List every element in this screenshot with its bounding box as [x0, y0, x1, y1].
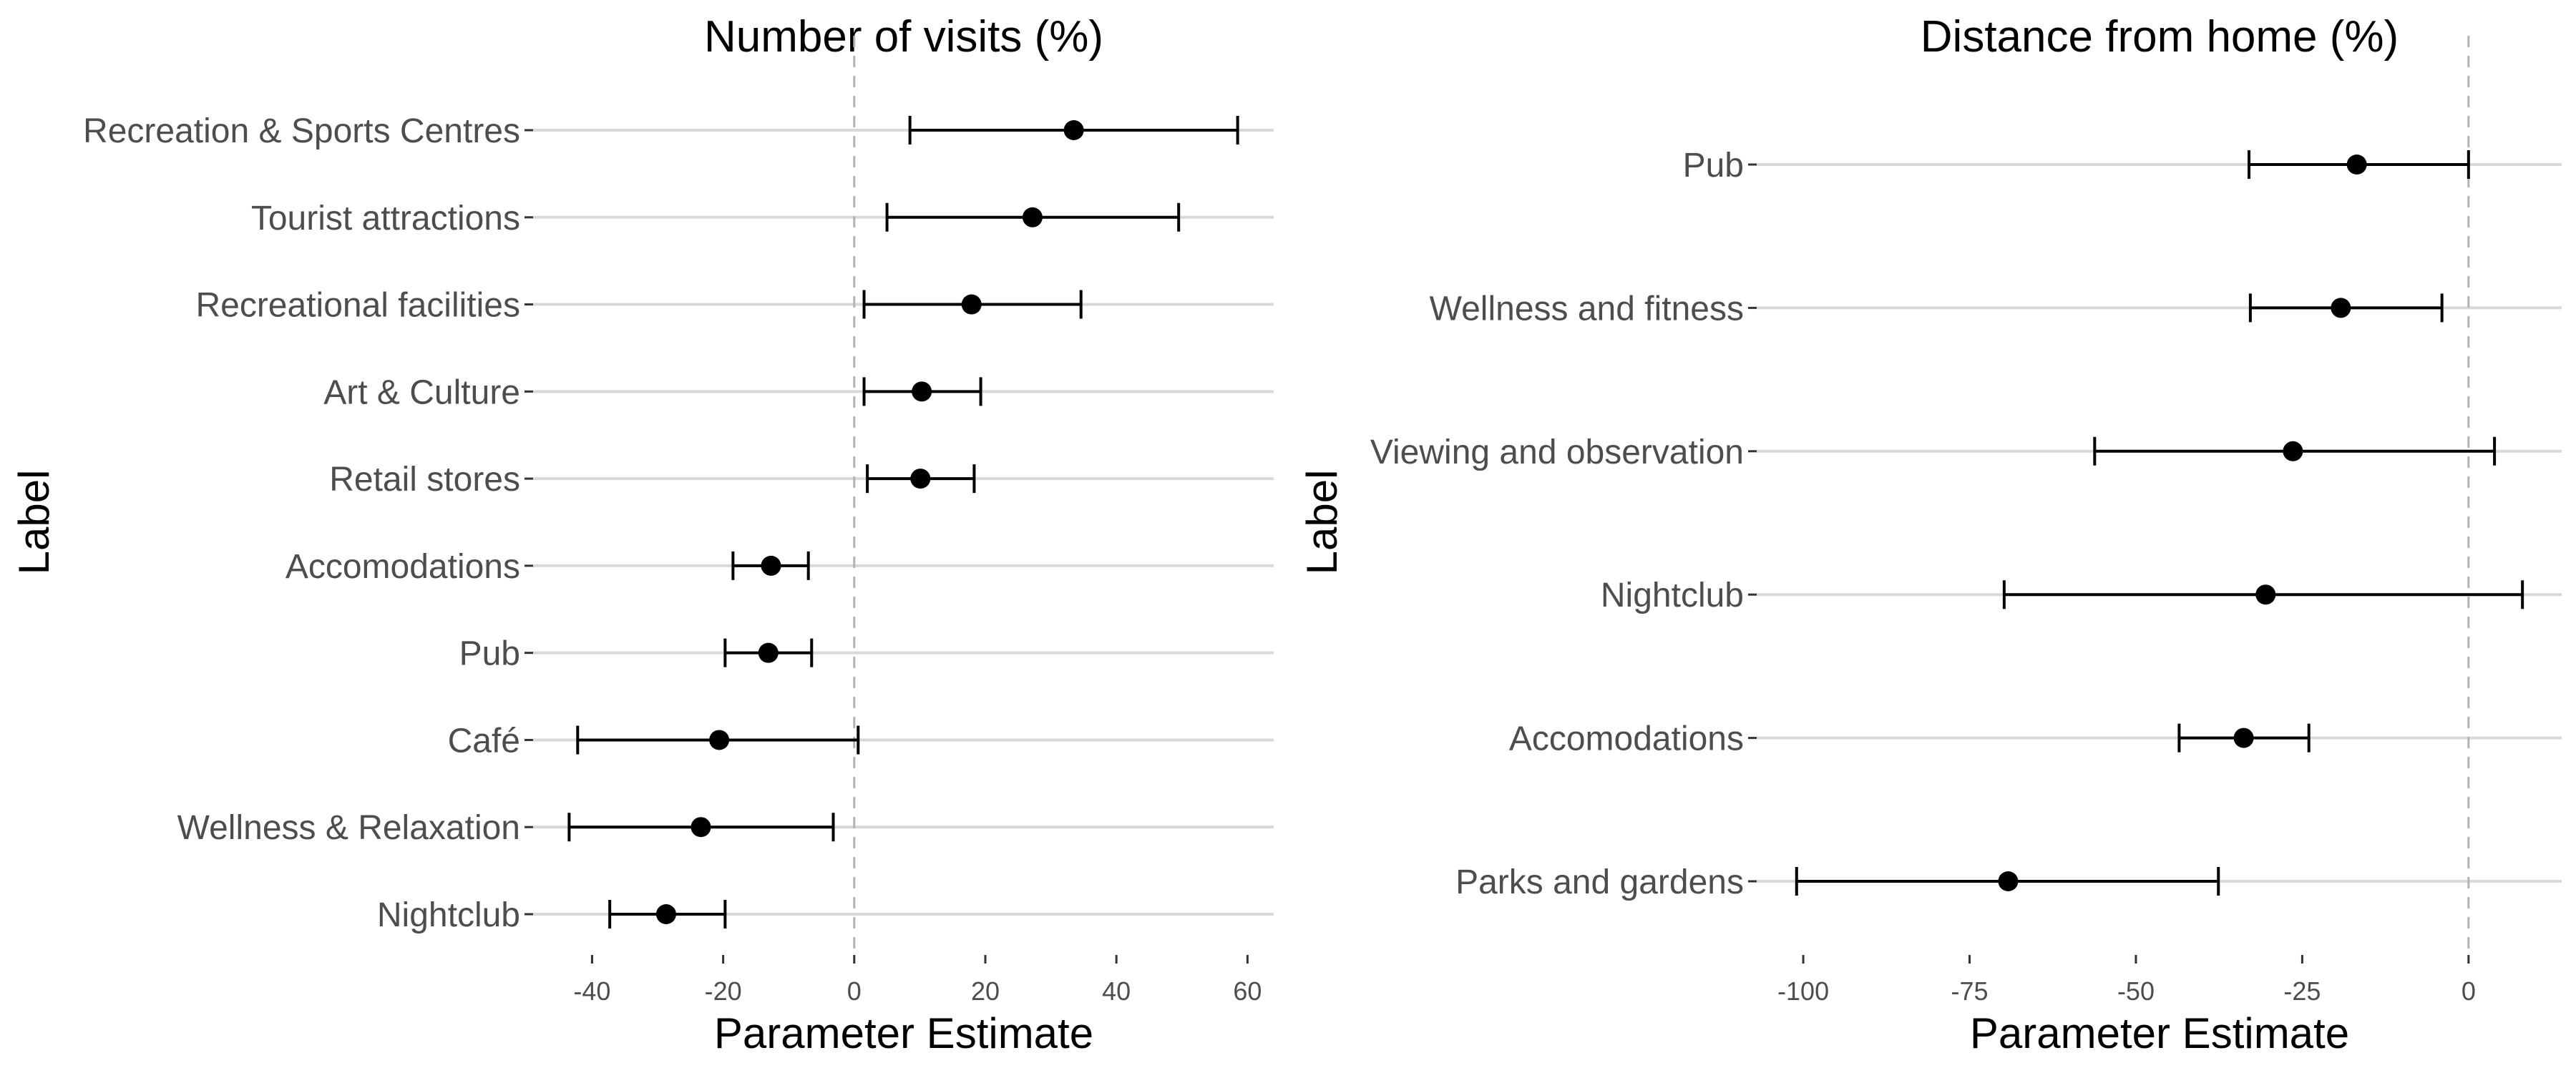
category-label: Recreation & Sports Centres [83, 112, 520, 150]
x-tick-label: 20 [971, 976, 1000, 1006]
estimate-point [691, 817, 711, 838]
estimate-point [912, 381, 932, 402]
x-tick-label: -50 [2117, 976, 2155, 1006]
category-label: Pub [1683, 147, 1744, 185]
estimate-point [655, 904, 676, 924]
category-label: Wellness & Relaxation [177, 809, 520, 847]
estimate-point [1998, 871, 2019, 891]
panel-distance-from-home: Distance from home (%) Parameter Estimat… [1298, 12, 2562, 1057]
category-label: Nightclub [1601, 577, 1744, 614]
plot-area: Recreation & Sports Centres Tourist attra… [83, 36, 1274, 1006]
category-label: Café [448, 722, 520, 760]
category-label: Accomodations [1509, 720, 1744, 758]
estimate-point [761, 555, 781, 576]
estimate-point [2283, 441, 2303, 461]
x-tick-label: -25 [2283, 976, 2321, 1006]
chart-title: Number of visits (%) [704, 12, 1103, 62]
panel-number-of-visits: Number of visits (%) Parameter Estimate … [10, 12, 1274, 1057]
chart-title: Distance from home (%) [1921, 12, 2399, 62]
category-label: Recreational facilities [195, 287, 520, 325]
category-label: Tourist attractions [251, 200, 520, 237]
category-label: Pub [459, 635, 520, 673]
x-tick-label: 0 [2462, 976, 2476, 1006]
x-tick-label: 0 [847, 976, 862, 1006]
x-tick-label: -20 [705, 976, 742, 1006]
estimate-point [2346, 155, 2367, 175]
estimate-point [2255, 584, 2276, 605]
estimate-point [758, 642, 779, 663]
x-tick-label: -100 [1777, 976, 1829, 1006]
plot-area: Pub Wellness and fitness Viewing and obser… [1370, 36, 2562, 1006]
estimate-point [910, 469, 931, 489]
x-tick-label: 60 [1233, 976, 1262, 1006]
estimate-point [2233, 727, 2254, 748]
estimate-point [1022, 207, 1043, 227]
estimate-point [1063, 120, 1084, 140]
estimate-point [961, 294, 982, 315]
x-tick-label: 40 [1102, 976, 1131, 1006]
estimate-point [709, 730, 730, 750]
x-axis-title: Parameter Estimate [714, 1009, 1093, 1057]
category-label: Wellness and fitness [1430, 290, 1744, 328]
x-tick-label: -75 [1951, 976, 1989, 1006]
category-label: Retail stores [329, 461, 520, 499]
y-axis-title: Label [1298, 470, 1346, 575]
estimate-point [2331, 298, 2351, 318]
category-label: Nightclub [377, 896, 520, 934]
x-axis-title: Parameter Estimate [1970, 1009, 2349, 1057]
y-axis-title: Label [10, 470, 58, 575]
category-label: Accomodations [286, 548, 520, 586]
x-tick-label: -40 [573, 976, 610, 1006]
category-label: Art & Culture [323, 373, 520, 411]
category-label: Viewing and observation [1370, 433, 1744, 471]
category-label: Parks and gardens [1455, 863, 1744, 901]
